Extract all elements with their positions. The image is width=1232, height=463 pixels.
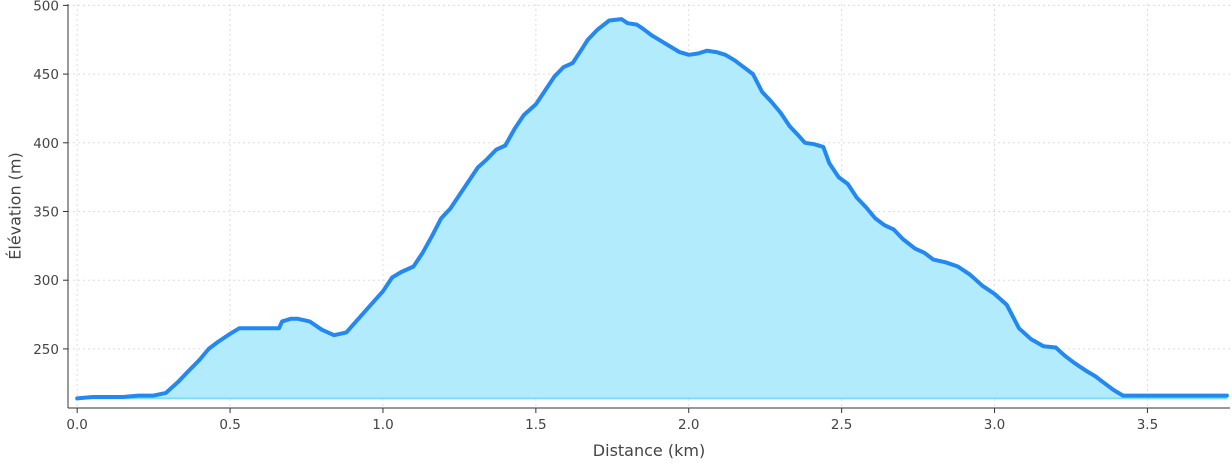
x-axis-title: Distance (km) bbox=[593, 441, 705, 460]
x-ticks: 0.0 0.5 1.0 1.5 2.0 2.5 3.0 3.5 bbox=[66, 408, 1158, 433]
x-tick-label-3: 1.5 bbox=[525, 417, 546, 433]
x-tick-label-1: 0.5 bbox=[219, 417, 240, 433]
x-tick-label-7: 3.5 bbox=[1137, 417, 1158, 433]
x-tick-label-0: 0.0 bbox=[66, 417, 87, 433]
y-ticks: 250 300 350 400 450 500 bbox=[33, 0, 68, 358]
elevation-line bbox=[75, 17, 1229, 401]
x-tick-label-4: 2.0 bbox=[678, 417, 699, 433]
y-tick-label-3: 400 bbox=[33, 136, 59, 152]
y-axis-title: Élévation (m) bbox=[6, 152, 25, 259]
x-tick-label-2: 1.0 bbox=[372, 417, 393, 433]
y-tick-label-1: 300 bbox=[33, 273, 59, 289]
y-tick-label-0: 250 bbox=[33, 342, 59, 358]
y-tick-label-2: 350 bbox=[33, 204, 59, 220]
y-tick-label-4: 450 bbox=[33, 67, 59, 83]
x-tick-label-6: 3.0 bbox=[984, 417, 1005, 433]
x-tick-label-5: 2.5 bbox=[831, 417, 852, 433]
y-tick-label-5: 500 bbox=[33, 0, 59, 14]
elevation-area-fill bbox=[77, 19, 1227, 399]
axes bbox=[67, 4, 1230, 409]
